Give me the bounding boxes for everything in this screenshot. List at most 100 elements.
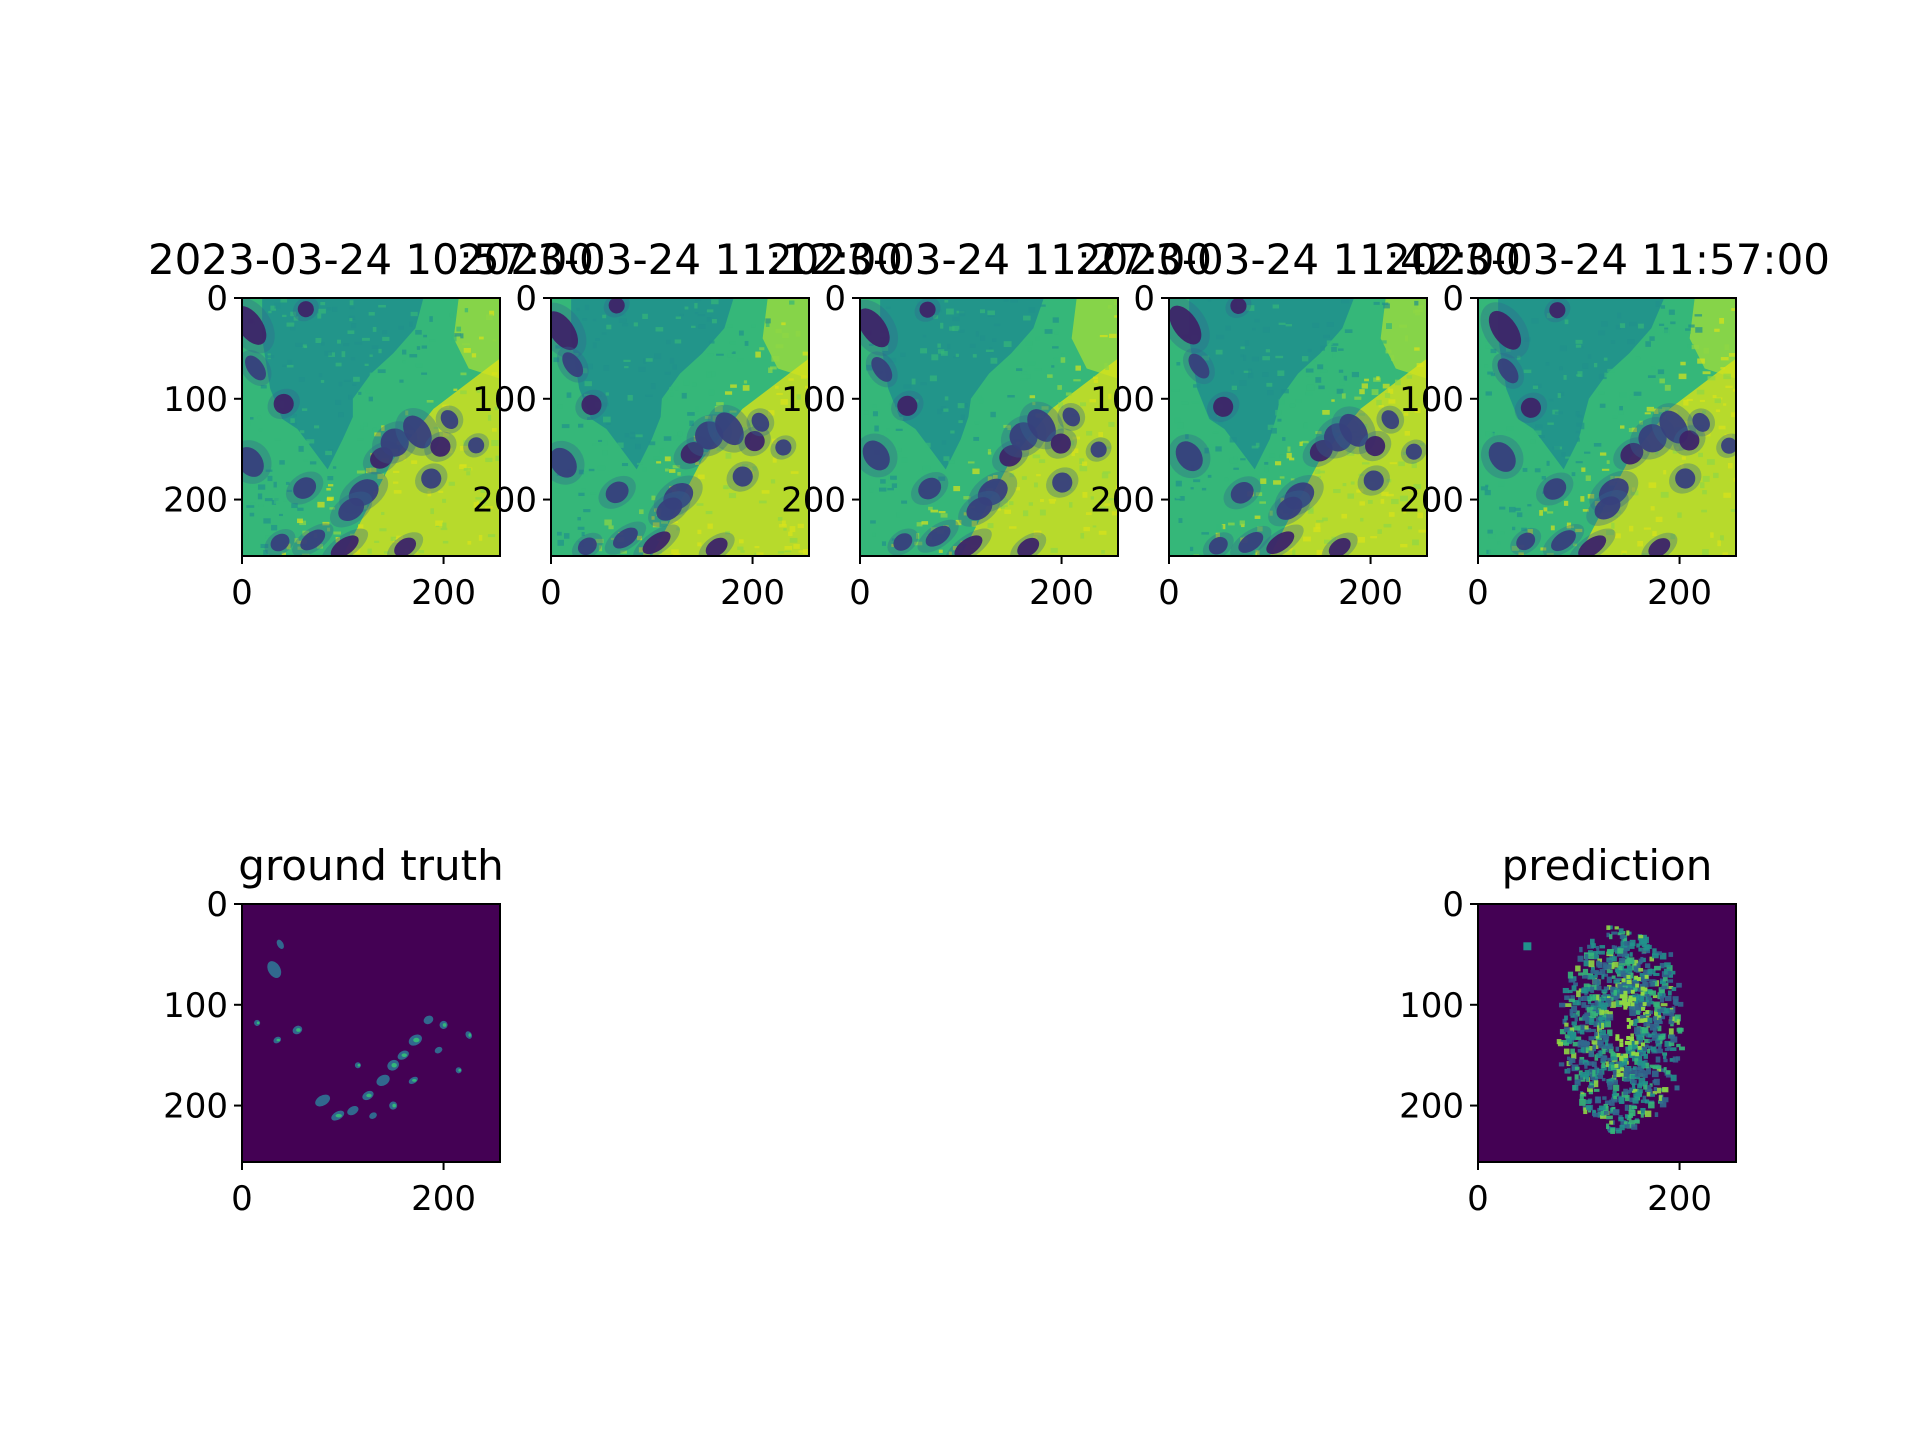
pred-core <box>1630 989 1635 994</box>
cloud-blob <box>871 356 893 382</box>
pred-speckle <box>1668 1028 1674 1035</box>
texture-speckle <box>581 532 585 536</box>
texture-speckle <box>1728 352 1736 357</box>
texture-speckle <box>1720 535 1724 541</box>
pred-speckle <box>1612 1079 1619 1085</box>
texture-speckle <box>1559 345 1567 352</box>
texture-speckle <box>1645 341 1651 347</box>
texture-speckle <box>1007 426 1011 431</box>
pred-speckle <box>1679 1046 1685 1051</box>
texture-speckle <box>1216 524 1224 531</box>
texture-speckle <box>997 506 1001 511</box>
texture-speckle <box>1571 472 1576 477</box>
pred-speckle <box>1596 1003 1603 1008</box>
pred-speckle <box>1655 951 1662 956</box>
texture-speckle <box>598 545 603 552</box>
pred-speckle <box>1636 1034 1643 1040</box>
texture-speckle <box>1399 324 1408 328</box>
texture-speckle <box>622 323 629 327</box>
texture-speckle <box>768 410 775 416</box>
texture-speckle <box>971 520 977 527</box>
y-tick-label: 200 <box>163 1087 228 1127</box>
texture-speckle <box>298 445 304 452</box>
texture-speckle <box>1720 367 1726 370</box>
texture-speckle <box>1702 475 1710 482</box>
texture-speckle <box>1559 366 1563 371</box>
pred-speckle <box>1633 959 1639 966</box>
texture-speckle <box>694 303 698 309</box>
texture-speckle <box>1563 500 1569 506</box>
texture-speckle <box>1225 325 1231 331</box>
texture-speckle <box>317 501 325 508</box>
pred-speckle <box>1638 958 1643 964</box>
texture-speckle <box>783 528 787 531</box>
texture-speckle <box>1346 451 1355 456</box>
texture-speckle <box>990 357 998 364</box>
pred-speckle <box>1634 999 1638 1004</box>
texture-speckle <box>704 415 711 419</box>
pred-speckle <box>1676 1027 1684 1032</box>
pred-speckle <box>1604 1110 1609 1115</box>
texture-speckle <box>286 489 293 492</box>
texture-speckle <box>1279 476 1285 479</box>
pred-speckle <box>1629 942 1635 949</box>
texture-speckle <box>1376 376 1380 381</box>
pred-speckle <box>1584 953 1589 961</box>
texture-speckle <box>317 313 322 319</box>
texture-speckle <box>475 497 483 500</box>
texture-speckle <box>1540 547 1547 551</box>
pred-core <box>1619 1055 1624 1060</box>
pred-speckle <box>1640 995 1645 1002</box>
cloud-blob <box>1017 537 1040 556</box>
pred-speckle <box>1640 976 1644 983</box>
cloud-halo <box>1358 430 1392 462</box>
panel-title: 2023-03-24 11:12:00 <box>457 235 903 284</box>
cloud-blob <box>1488 442 1516 472</box>
texture-speckle <box>963 496 971 500</box>
pred-speckle <box>1624 1066 1631 1073</box>
pred-core <box>1632 997 1637 1002</box>
texture-speckle <box>940 322 944 329</box>
texture-speckle <box>1201 355 1210 361</box>
pred-speckle <box>1626 987 1634 994</box>
texture-speckle <box>730 384 737 388</box>
texture-speckle <box>341 351 346 358</box>
texture-speckle <box>666 339 671 345</box>
echo-core <box>276 1038 281 1042</box>
cloud-halo <box>910 472 949 506</box>
pred-speckle <box>1599 1029 1606 1036</box>
texture-speckle <box>1518 552 1524 556</box>
pred-speckle <box>1614 995 1619 1000</box>
texture-speckle <box>1599 403 1606 408</box>
texture-speckle <box>393 537 400 544</box>
pred-speckle <box>1596 961 1603 968</box>
pred-speckle <box>1670 1036 1678 1043</box>
texture-speckle <box>584 381 592 387</box>
texture-speckle <box>1606 530 1614 536</box>
texture-speckle <box>1384 392 1391 398</box>
texture-speckle <box>789 526 796 533</box>
cloud-blob <box>775 439 792 456</box>
texture-speckle <box>448 481 455 486</box>
texture-speckle <box>1581 467 1586 472</box>
texture-speckle <box>748 420 753 426</box>
texture-speckle <box>765 322 770 327</box>
texture-speckle <box>1649 336 1655 341</box>
pred-speckle <box>1623 950 1628 957</box>
pred-speckle <box>1626 968 1633 976</box>
x-tick-label: 200 <box>1338 573 1403 613</box>
texture-speckle <box>274 438 281 441</box>
pred-speckle <box>1575 1036 1582 1040</box>
pred-speckle <box>1629 1009 1637 1016</box>
panel-title: 2023-03-24 11:27:00 <box>766 235 1212 284</box>
texture-speckle <box>789 300 795 305</box>
pred-speckle <box>1594 1012 1599 1017</box>
texture-speckle <box>1516 454 1521 457</box>
echo-blob <box>369 1112 377 1119</box>
pred-speckle <box>1610 1052 1617 1057</box>
texture-speckle <box>1713 472 1719 479</box>
pred-speckle <box>1575 965 1581 972</box>
texture-speckle <box>1415 313 1421 316</box>
echo-blob <box>315 1094 331 1107</box>
texture-speckle <box>1029 395 1036 399</box>
